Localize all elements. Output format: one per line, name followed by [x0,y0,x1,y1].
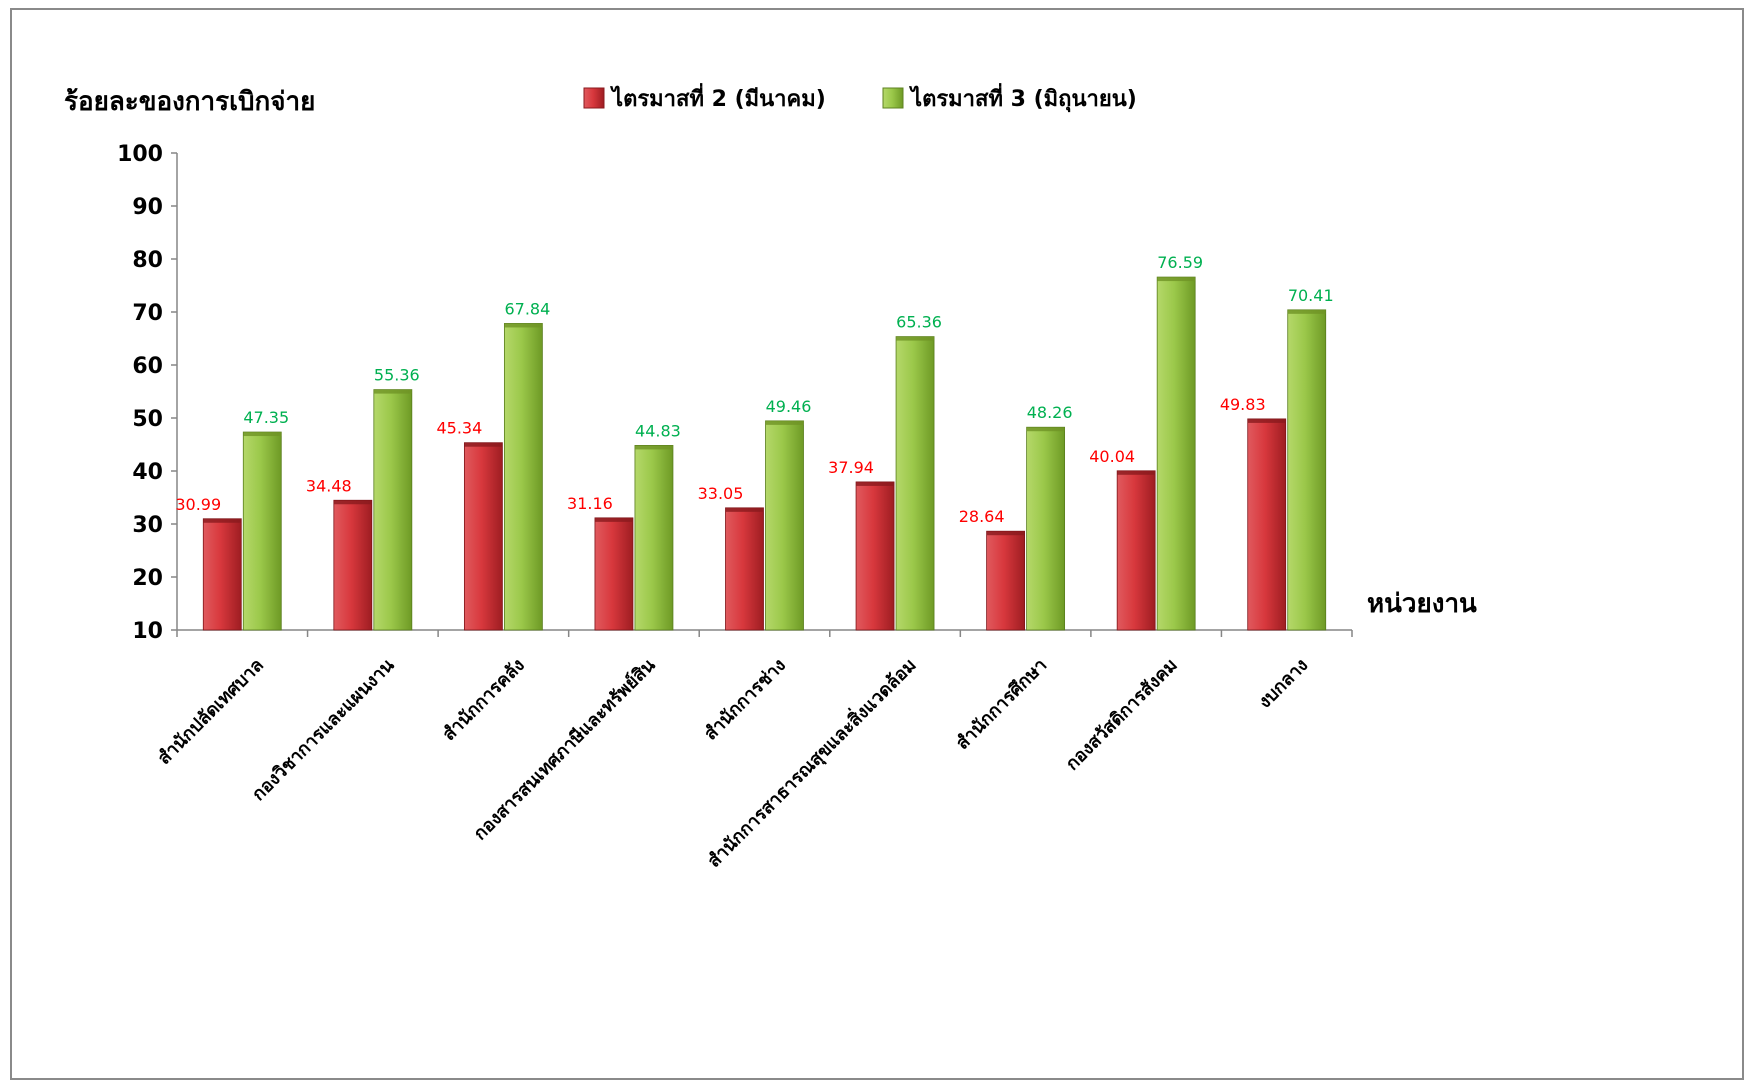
bar-q2 [333,499,373,631]
y-tick-label: 80 [132,248,163,273]
data-label-q2: 37.94 [828,458,874,477]
bar-top-edge [1117,470,1156,475]
x-tick-label: สำนักปลัดเทศบาล [154,655,268,769]
bar-q2 [202,518,242,631]
bar-top-edge [725,507,764,512]
y-axis-label: ร้อยละของการเบิกจ่าย [64,87,315,117]
y-tick-label: 90 [132,195,163,220]
x-tick-label: สำนักการคลัง [439,655,529,745]
bar-q2 [855,481,895,631]
y-tick-label: 10 [132,619,163,644]
legend-label-q2: ไตรมาสที่ 2 (มีนาคม) [610,82,826,112]
y-tick-label: 50 [132,407,163,432]
bar-top-edge [203,518,242,523]
bar-q2 [986,530,1026,631]
data-label-q2: 45.34 [436,419,482,438]
bar-top-edge [464,442,503,447]
bar-q2 [1247,418,1287,631]
data-label-q3: 76.59 [1157,253,1203,272]
data-label-q2: 49.83 [1220,395,1266,414]
bar-top-edge [896,336,935,341]
y-tick-label: 30 [132,513,163,538]
y-tick-label: 20 [132,566,163,591]
x-tick-label: กองสวัสดิการสังคม [1062,655,1182,775]
data-label-q2: 30.99 [175,495,221,514]
data-labels-group: 30.99 47.35 34.48 55.36 45.34 67.84 31.16 44.83… [175,253,1333,526]
bar-top-edge [243,432,282,437]
data-label-q3: 47.35 [243,408,289,427]
bar-top-edge [373,389,412,394]
chart-frame: ร้อยละของการเบิกจ่าย หน่วยงาน ไตรมาสที่ … [10,8,1744,1080]
data-label-q3: 44.83 [635,421,681,440]
bar-q3 [1287,309,1327,631]
data-label-q3: 49.46 [766,397,812,416]
axes: 10 20 30 40 50 60 70 80 90 100 [117,142,1353,644]
legend-swatch-q3 [882,87,904,109]
y-tick-label: 60 [132,354,163,379]
data-label-q3: 55.36 [374,366,420,385]
x-tick-label: สำนักการศึกษา [952,655,1051,754]
bar-top-edge [504,323,543,328]
bars-group [202,276,1327,631]
y-tick-label: 40 [132,460,163,485]
data-label-q2: 31.16 [567,494,613,513]
data-label-q3: 70.41 [1288,286,1334,305]
bar-top-edge [594,517,633,522]
bar-top-edge [634,445,673,450]
bar-q2 [463,442,503,631]
legend-label-q3: ไตรมาสที่ 3 (มิถุนายน) [909,82,1137,113]
bar-top-edge [765,420,804,425]
x-tick-label: กองวิชาการและแผนงาน [248,654,399,805]
data-label-q2: 33.05 [698,484,744,503]
bar-top-edge [1026,427,1065,432]
data-label-q3: 48.26 [1027,403,1073,422]
bar-q3 [1026,426,1066,631]
bar-q3 [242,431,282,631]
bar-chart: ร้อยละของการเบิกจ่าย หน่วยงาน ไตรมาสที่ … [64,82,1477,873]
bar-q2 [725,507,764,631]
legend: ไตรมาสที่ 2 (มีนาคม) ไตรมาสที่ 3 (มิถุนา… [583,82,1137,113]
data-label-q2: 28.64 [959,507,1005,526]
bar-top-edge [986,531,1025,536]
bar-q3 [634,445,674,631]
bar-q2 [594,517,634,631]
bar-q3 [373,389,413,631]
y-tick-label: 70 [132,301,163,326]
data-label-q3: 67.84 [504,299,550,318]
bar-top-edge [1287,309,1326,314]
bar-q3 [503,323,543,631]
x-axis-label: หน่วยงาน [1367,589,1477,619]
x-tick-label: สำนักการช่าง [700,655,790,745]
legend-swatch-q2 [583,87,605,109]
bar-top-edge [856,481,895,486]
data-label-q2: 34.48 [306,476,352,495]
bar-q3 [1156,276,1196,631]
bar-top-edge [333,500,372,505]
y-tick-label: 100 [117,142,163,167]
x-tick-label: งบกลาง [1254,655,1312,713]
bar-q3 [895,336,935,631]
data-label-q2: 40.04 [1089,447,1135,466]
bar-top-edge [1157,277,1196,282]
x-tick-label: สำนักการสาธารณสุขและสิ่งแวดล้อม [701,653,921,873]
bar-top-edge [1247,418,1286,423]
bar-q3 [765,420,804,631]
bar-q2 [1116,470,1156,631]
data-label-q3: 65.36 [896,313,942,332]
